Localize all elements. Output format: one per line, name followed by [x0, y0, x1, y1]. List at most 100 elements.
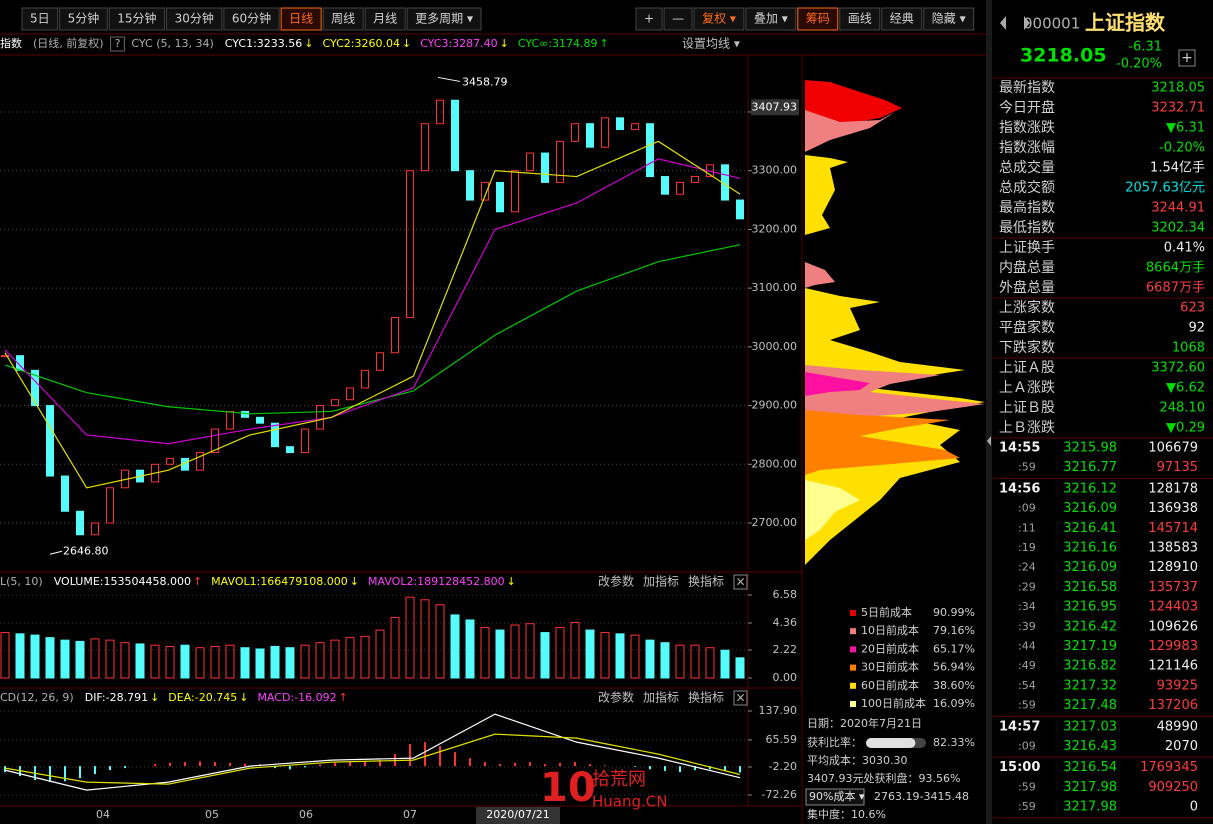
chip-legend-label: 20日前成本: [861, 641, 919, 655]
volume-bar: [240, 647, 250, 679]
period-button[interactable]: 5日: [30, 12, 50, 26]
trade-volume: 909250: [1148, 780, 1198, 795]
indicator-button[interactable]: 改参数: [598, 574, 634, 589]
tool-button[interactable]: 画线: [848, 12, 872, 26]
indicator-button[interactable]: 加指标: [643, 574, 679, 589]
y-tick-label: 2.22: [773, 643, 798, 656]
period-button[interactable]: 15分钟: [117, 11, 156, 26]
candle: [46, 405, 54, 477]
period-button[interactable]: 60分钟: [232, 11, 271, 26]
trend-arrow: ↓: [500, 37, 509, 50]
tool-button[interactable]: 筹码: [806, 12, 830, 26]
volume-bar: [600, 632, 610, 679]
candle: [106, 487, 114, 524]
volume-bar: [660, 642, 670, 679]
quote-label: 最低指数: [999, 220, 1055, 236]
button-frame: [923, 7, 975, 31]
candle: [151, 463, 159, 483]
add-button[interactable]: +: [1181, 50, 1193, 66]
volume-bar: [0, 632, 10, 679]
close-button[interactable]: ×: [735, 575, 745, 589]
tool-button[interactable]: 复权 ▾: [702, 12, 736, 26]
period-button[interactable]: 更多周期 ▾: [415, 12, 473, 26]
button-frame: [108, 7, 166, 31]
trade-price: 3217.19: [1063, 639, 1117, 654]
candle: [601, 117, 609, 148]
next-icon[interactable]: [1024, 16, 1030, 30]
volume-bar: [180, 644, 190, 679]
prev-icon[interactable]: [1000, 16, 1006, 30]
indicator-button[interactable]: 改参数: [598, 690, 634, 705]
candle: [646, 123, 654, 178]
button-frame: [59, 7, 108, 31]
volume-bar: [270, 645, 280, 679]
trade-time: :11: [1018, 521, 1036, 534]
trend-arrow: ↑: [600, 37, 609, 50]
y-tick-label: 4.36: [773, 616, 798, 629]
candle: [466, 170, 474, 201]
watermark-logo: 10: [540, 765, 596, 811]
quote-label: 上涨家数: [999, 299, 1055, 316]
trade-price: 3216.12: [1063, 481, 1117, 496]
volume-bar: [405, 596, 415, 679]
volume-bar: [555, 627, 565, 679]
tool-button[interactable]: 隐藏 ▾: [932, 12, 966, 26]
quote-label: 上Ｂ涨跌: [999, 420, 1055, 436]
candle: [406, 170, 414, 318]
button-frame: [839, 7, 881, 31]
indicator-button[interactable]: 加指标: [643, 690, 679, 705]
legend-item: DIF:-28.791: [85, 691, 148, 704]
quote-value: ▼6.31: [1166, 121, 1205, 136]
quote-value: 2057.63亿元: [1125, 181, 1205, 196]
trade-volume: 129983: [1148, 639, 1198, 654]
trade-volume: 124403: [1148, 600, 1198, 615]
tool-button[interactable]: —: [672, 12, 684, 26]
period-button[interactable]: 5分钟: [68, 11, 100, 26]
quote-value: 0.41%: [1164, 241, 1205, 256]
period-button[interactable]: 周线: [331, 12, 355, 26]
period-button[interactable]: 30分钟: [175, 11, 214, 26]
indicator-button[interactable]: 换指标: [688, 690, 724, 705]
legend-item: ?: [115, 37, 121, 50]
trade-volume: 145714: [1148, 521, 1198, 536]
quote-value: 3244.91: [1151, 201, 1205, 216]
period-button[interactable]: 日线: [289, 12, 313, 26]
volume-bar: [375, 629, 385, 679]
candle: [436, 99, 444, 125]
quote-value: 248.10: [1160, 401, 1206, 416]
trend-arrow: ↑: [339, 691, 348, 704]
y-tick-label: 6.58: [773, 588, 798, 601]
volume-bar: [360, 635, 370, 679]
volume-bar: [630, 634, 640, 679]
cost-select[interactable]: 90%成本 ▾: [809, 789, 865, 803]
tool-button[interactable]: 叠加 ▾: [754, 12, 788, 26]
candle: [196, 452, 204, 471]
trade-price: 3216.82: [1063, 659, 1117, 674]
candle: [376, 352, 384, 371]
volume-bar: [60, 639, 70, 679]
period-button[interactable]: 月线: [373, 12, 397, 26]
divider[interactable]: [986, 0, 992, 824]
quote-value: 3202.34: [1151, 221, 1205, 236]
tool-button[interactable]: +: [644, 12, 654, 26]
watermark-domain: Huang.CN: [592, 793, 667, 811]
trade-time: :49: [1018, 659, 1036, 672]
close-button[interactable]: ×: [735, 691, 745, 705]
quote-value: 3372.60: [1151, 361, 1205, 376]
volume-bar: [345, 637, 355, 679]
chip-shape: [805, 365, 985, 420]
volume-bar: [450, 614, 460, 679]
trade-price: 3215.98: [1063, 441, 1117, 456]
volume-bar: [690, 644, 700, 679]
chip-legend-label: 5日前成本: [861, 605, 912, 619]
collapse-icon[interactable]: [987, 436, 991, 446]
volume-bar: [720, 649, 730, 679]
tool-button[interactable]: 经典: [890, 12, 914, 26]
volume-bar: [525, 623, 535, 679]
candle: [421, 123, 429, 172]
settings-button[interactable]: 设置均线 ▾: [682, 37, 740, 51]
y-tick-label: 3000.00: [752, 340, 798, 353]
quote-label: 总成交量: [999, 159, 1055, 176]
indicator-button[interactable]: 换指标: [688, 574, 724, 589]
chip-profit-at: 3407.93元处获利盘：93.56%: [807, 771, 960, 785]
